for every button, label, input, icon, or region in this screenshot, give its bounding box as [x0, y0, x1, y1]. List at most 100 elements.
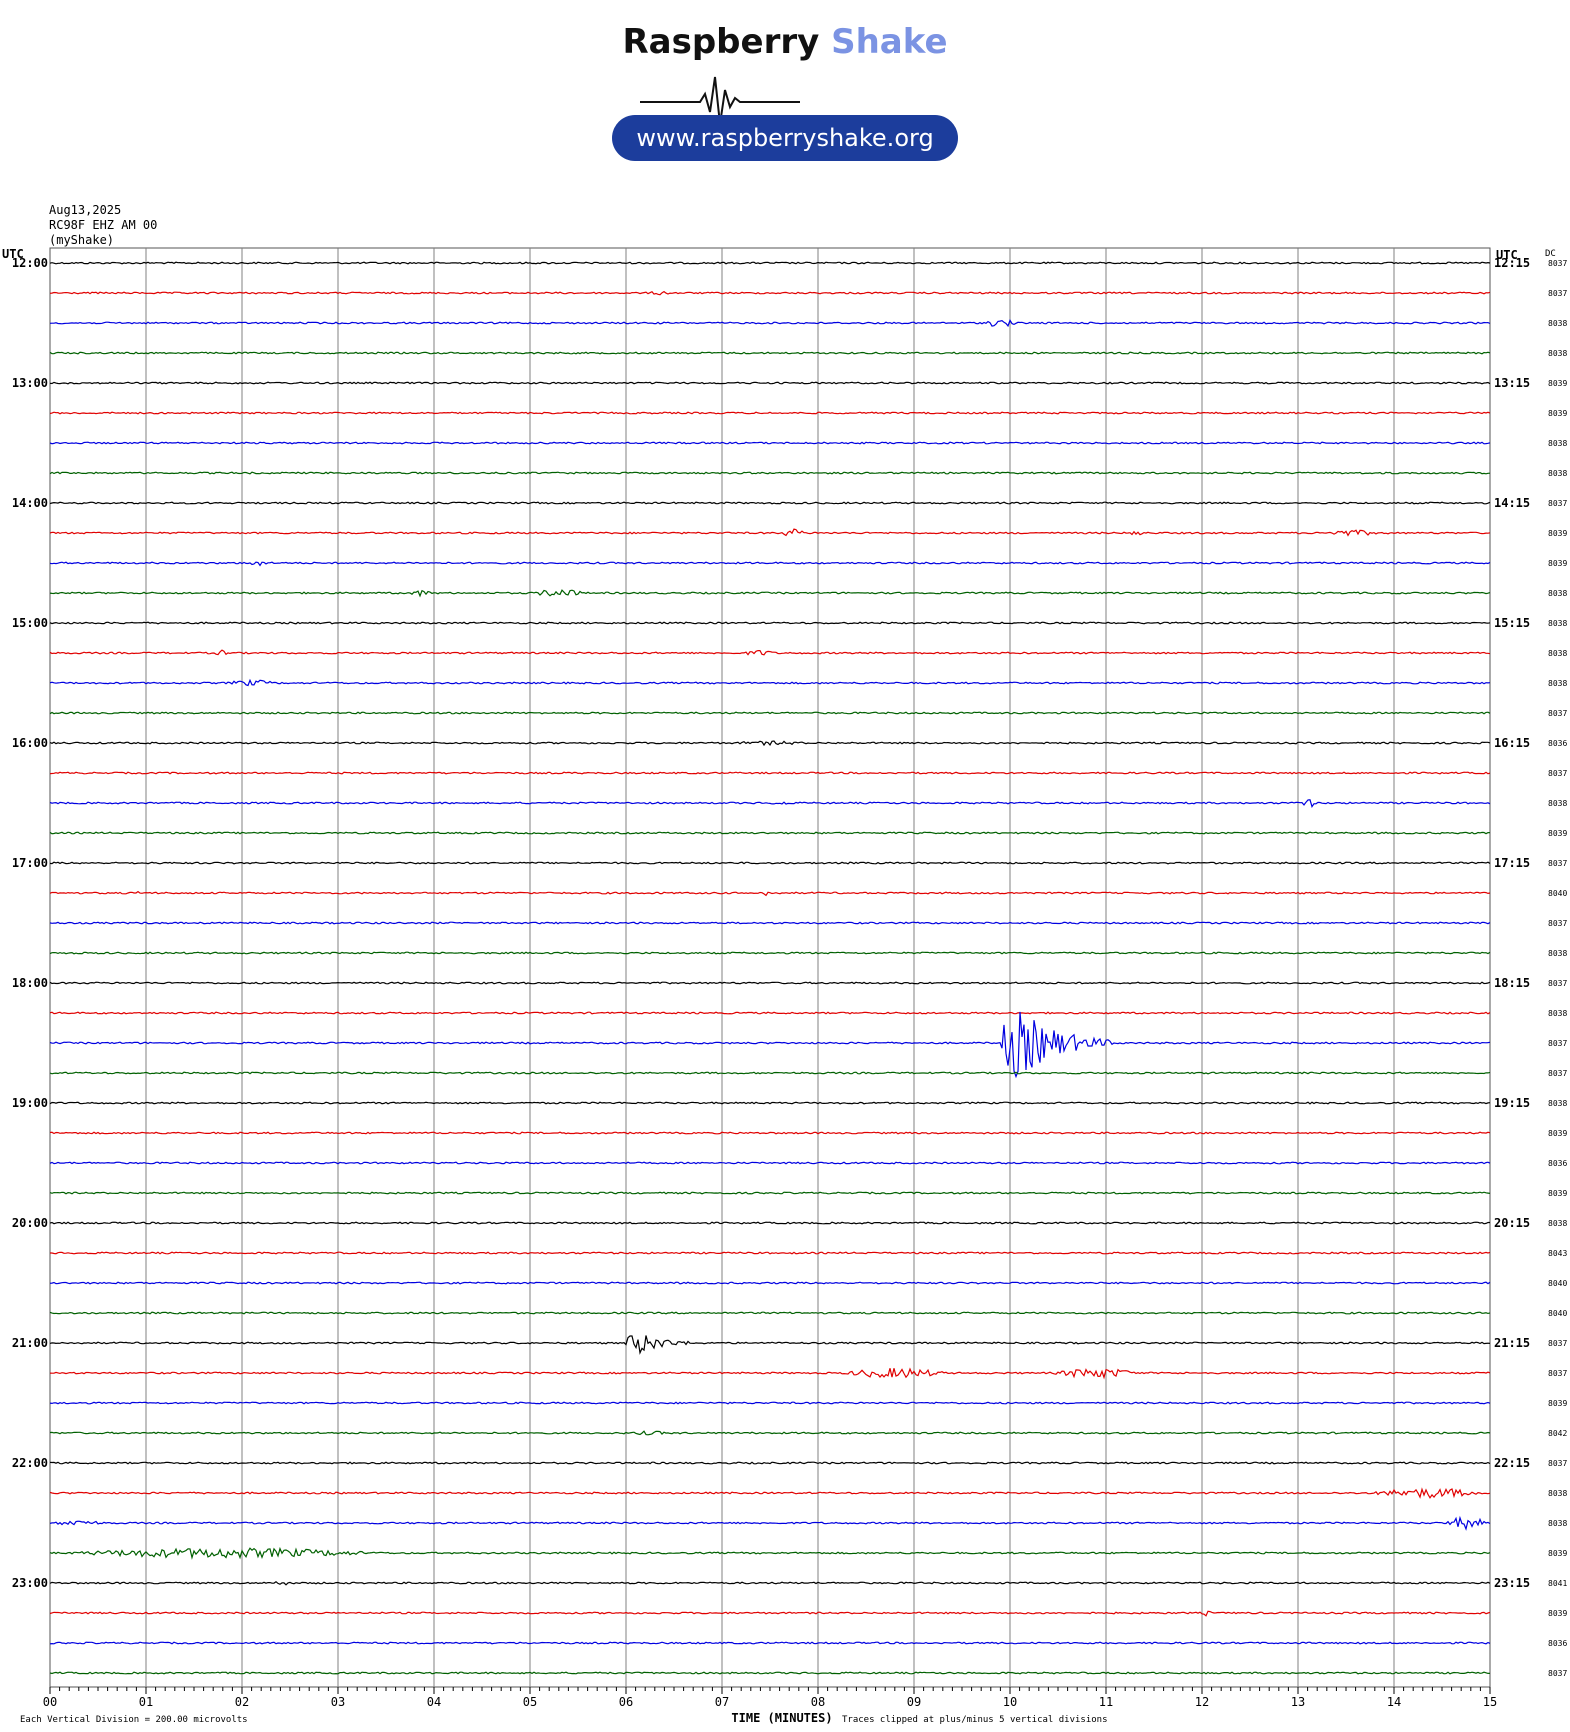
website-url-badge[interactable]: www.raspberryshake.org: [612, 115, 958, 161]
dc-offset-label: 8037: [1548, 709, 1567, 718]
hour-label-right: 14:15: [1494, 496, 1530, 510]
dc-offset-label: 8038: [1548, 589, 1567, 598]
trace-row: [49, 589, 1491, 598]
dc-offset-label: 8036: [1548, 739, 1567, 748]
x-tick-label: 12: [1195, 1695, 1209, 1709]
hour-label-left: 19:00: [12, 1096, 48, 1110]
brand-name: Raspberry Shake: [600, 22, 970, 62]
dc-offset-label: 8039: [1548, 1189, 1567, 1198]
trace-row: [49, 441, 1491, 445]
dc-offset-label: 8037: [1548, 1459, 1567, 1468]
trace-row: [49, 528, 1491, 537]
dc-offset-label: 8038: [1548, 799, 1567, 808]
x-tick-label: 08: [811, 1695, 825, 1709]
dc-offset-label: 8037: [1548, 1069, 1567, 1078]
label-layer: 00 01 02 03 04 05 06 07 08 09 10 11 12 13 14 15 8037 12:0…: [12, 256, 1568, 1709]
trace-row: [49, 561, 1491, 567]
hour-label-left: 14:00: [12, 496, 48, 510]
trace-row: [49, 799, 1491, 808]
trace-row: [49, 951, 1491, 955]
x-tick-label: 09: [907, 1695, 921, 1709]
dc-offset-label: 8042: [1548, 1429, 1567, 1438]
x-tick-label: 13: [1291, 1695, 1305, 1709]
hour-label-left: 21:00: [12, 1336, 48, 1350]
trace-row: [49, 1515, 1491, 1531]
trace-row: [49, 501, 1491, 505]
trace-row: [49, 471, 1491, 475]
dc-offset-label: 8039: [1548, 1549, 1567, 1558]
hour-label-right: 15:15: [1494, 616, 1530, 630]
x-tick-label: 05: [523, 1695, 537, 1709]
trace-row: [49, 1011, 1491, 1015]
dc-offset-label: 8040: [1548, 889, 1567, 898]
dc-offset-label: 8038: [1548, 1519, 1567, 1528]
dc-offset-label: 8040: [1548, 1279, 1567, 1288]
dc-offset-label: 8039: [1548, 829, 1567, 838]
trace-row: [49, 740, 1491, 747]
clipping-note: Traces clipped at plus/minus 5 vertical …: [842, 1715, 1108, 1725]
dc-offset-label: 8036: [1548, 1639, 1567, 1648]
dc-offset-label: 8037: [1548, 1669, 1567, 1678]
hour-label-left: 12:00: [12, 256, 48, 270]
hour-label-right: 12:15: [1494, 256, 1530, 270]
trace-row: [49, 890, 1491, 897]
x-tick-label: 15: [1483, 1695, 1497, 1709]
dc-offset-label: 8037: [1548, 769, 1567, 778]
utc-left-title: UTC: [2, 247, 24, 261]
dc-offset-label: 8036: [1548, 1159, 1567, 1168]
trace-row: [49, 678, 1491, 687]
trace-layer: [49, 261, 1491, 1675]
trace-row: [49, 1335, 1491, 1355]
dc-offset-label: 8039: [1548, 1399, 1567, 1408]
x-tick-label: 11: [1099, 1695, 1113, 1709]
trace-row: [49, 1367, 1491, 1380]
trace-row: [49, 1546, 1491, 1560]
dc-offset-label: 8038: [1548, 649, 1567, 658]
trace-row: [49, 411, 1491, 415]
trace-row: [49, 649, 1491, 656]
hour-label-right: 13:15: [1494, 376, 1530, 390]
dc-offset-label: 8038: [1548, 439, 1567, 448]
dc-offset-label: 8038: [1548, 619, 1567, 628]
dc-offset-label: 8037: [1548, 259, 1567, 268]
trace-row: [49, 921, 1491, 925]
hour-label-right: 18:15: [1494, 976, 1530, 990]
trace-row: [49, 318, 1491, 328]
record-date: Aug13,2025: [49, 203, 122, 217]
hour-label-right: 17:15: [1494, 856, 1530, 870]
brand-name-light: Shake: [831, 22, 948, 62]
dc-offset-label: 8038: [1548, 319, 1567, 328]
dc-offset-label: 8037: [1548, 979, 1567, 988]
trace-row: [49, 771, 1491, 775]
dc-offset-label: 8040: [1548, 1309, 1567, 1318]
dc-offset-label: 8039: [1548, 1129, 1567, 1138]
dc-offset-label: 8037: [1548, 1039, 1567, 1048]
dc-offset-label: 8037: [1548, 1339, 1567, 1348]
x-tick-label: 04: [427, 1695, 441, 1709]
x-tick-label: 03: [331, 1695, 345, 1709]
hour-label-right: 20:15: [1494, 1216, 1530, 1230]
trace-row: [50, 1251, 1491, 1255]
hour-label-left: 17:00: [12, 856, 48, 870]
hour-label-left: 22:00: [12, 1456, 48, 1470]
dc-offset-label: 8037: [1548, 499, 1567, 508]
dc-offset-label: 8038: [1548, 1009, 1567, 1018]
trace-row: [49, 1071, 1491, 1075]
x-tick-label: 02: [235, 1695, 249, 1709]
trace-row: [49, 1221, 1490, 1225]
dc-offset-label: 8038: [1548, 1489, 1567, 1498]
hour-label-right: 21:15: [1494, 1336, 1530, 1350]
trace-row: [49, 1191, 1491, 1195]
dc-offset-label: 8039: [1548, 1609, 1567, 1618]
trace-row: [49, 1487, 1491, 1499]
trace-row: [49, 1011, 1491, 1079]
dc-offset-label: 8038: [1548, 349, 1567, 358]
hour-label-right: 19:15: [1494, 1096, 1530, 1110]
dc-offset-label: 8038: [1548, 469, 1567, 478]
hour-label-left: 16:00: [12, 736, 48, 750]
trace-row: [49, 1161, 1491, 1165]
dc-offset-label: 8039: [1548, 379, 1567, 388]
dc-offset-label: 8037: [1548, 1369, 1567, 1378]
dc-offset-title: DC: [1545, 249, 1556, 259]
